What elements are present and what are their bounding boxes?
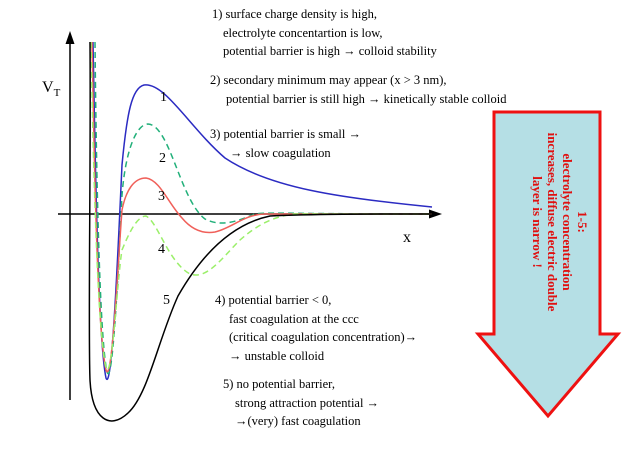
curve-2 — [94, 41, 433, 375]
curve-labels: 1 2 3 4 5 — [158, 90, 170, 308]
arrow-text-line-1: 1-5: — [575, 211, 590, 233]
x-axis-arrow — [429, 209, 442, 219]
curve-label-3: 3 — [158, 189, 165, 204]
arrow-text-line-2: electrolyte concentration — [560, 153, 575, 291]
note-4-line-2: fast coagulation at the ccc — [229, 311, 359, 326]
note-2-line-1: 2) secondary minimum may appear (x > 3 n… — [210, 73, 447, 87]
note-4-line-1: 4) potential barrier < 0, — [215, 293, 332, 307]
note-5-line-1: 5) no potential barrier, — [223, 377, 335, 391]
note-4-line-3: (critical coagulation concentration)→ — [229, 330, 418, 344]
note-5: 5) no potential barrier, strong attracti… — [223, 375, 379, 431]
note-3-line-1: 3) potential barrier is small → — [210, 127, 362, 141]
note-1-line-2: electrolyte concentartion is low, — [223, 25, 383, 40]
note-5-line-2: strong attraction potential → — [235, 395, 380, 410]
curve-4 — [90, 41, 432, 371]
note-3-line-2: → slow coagulation — [230, 145, 331, 160]
arrow-text-line-3: increases, diffuse electric double — [545, 133, 560, 312]
note-1: 1) surface charge density is high, elect… — [212, 5, 437, 61]
curve-label-4: 4 — [158, 242, 165, 257]
curve-5 — [88, 41, 433, 422]
note-1-line-1: 1) surface charge density is high, — [212, 7, 377, 21]
concentration-arrow: 1-5: electrolyte concentration increases… — [474, 110, 622, 419]
y-axis-arrow — [65, 31, 75, 44]
curve-3 — [91, 41, 432, 373]
note-5-line-3: →(very) fast coagulation — [235, 414, 361, 428]
x-axis-label: x — [403, 229, 411, 246]
y-axis-label-sub: T — [54, 87, 61, 99]
y-axis-label: VT — [42, 79, 61, 99]
note-4: 4) potential barrier < 0, fast coagulati… — [215, 291, 417, 365]
arrow-shape — [474, 110, 622, 419]
note-4-line-4: → unstable colloid — [229, 348, 325, 363]
arrow-text-line-4: layer is narrow ! — [530, 176, 545, 268]
curves — [88, 41, 433, 422]
curve-label-5: 5 — [163, 293, 170, 308]
note-3: 3) potential barrier is small → → slow c… — [210, 125, 361, 162]
curve-label-1: 1 — [160, 90, 167, 105]
curve-label-2: 2 — [159, 151, 166, 166]
y-axis-label-main: V — [42, 79, 54, 96]
note-1-line-3: potential barrier is high → colloid stab… — [223, 44, 437, 58]
note-2-line-2: potential barrier is still high → kineti… — [226, 91, 507, 106]
note-2: 2) secondary minimum may appear (x > 3 n… — [210, 71, 507, 108]
